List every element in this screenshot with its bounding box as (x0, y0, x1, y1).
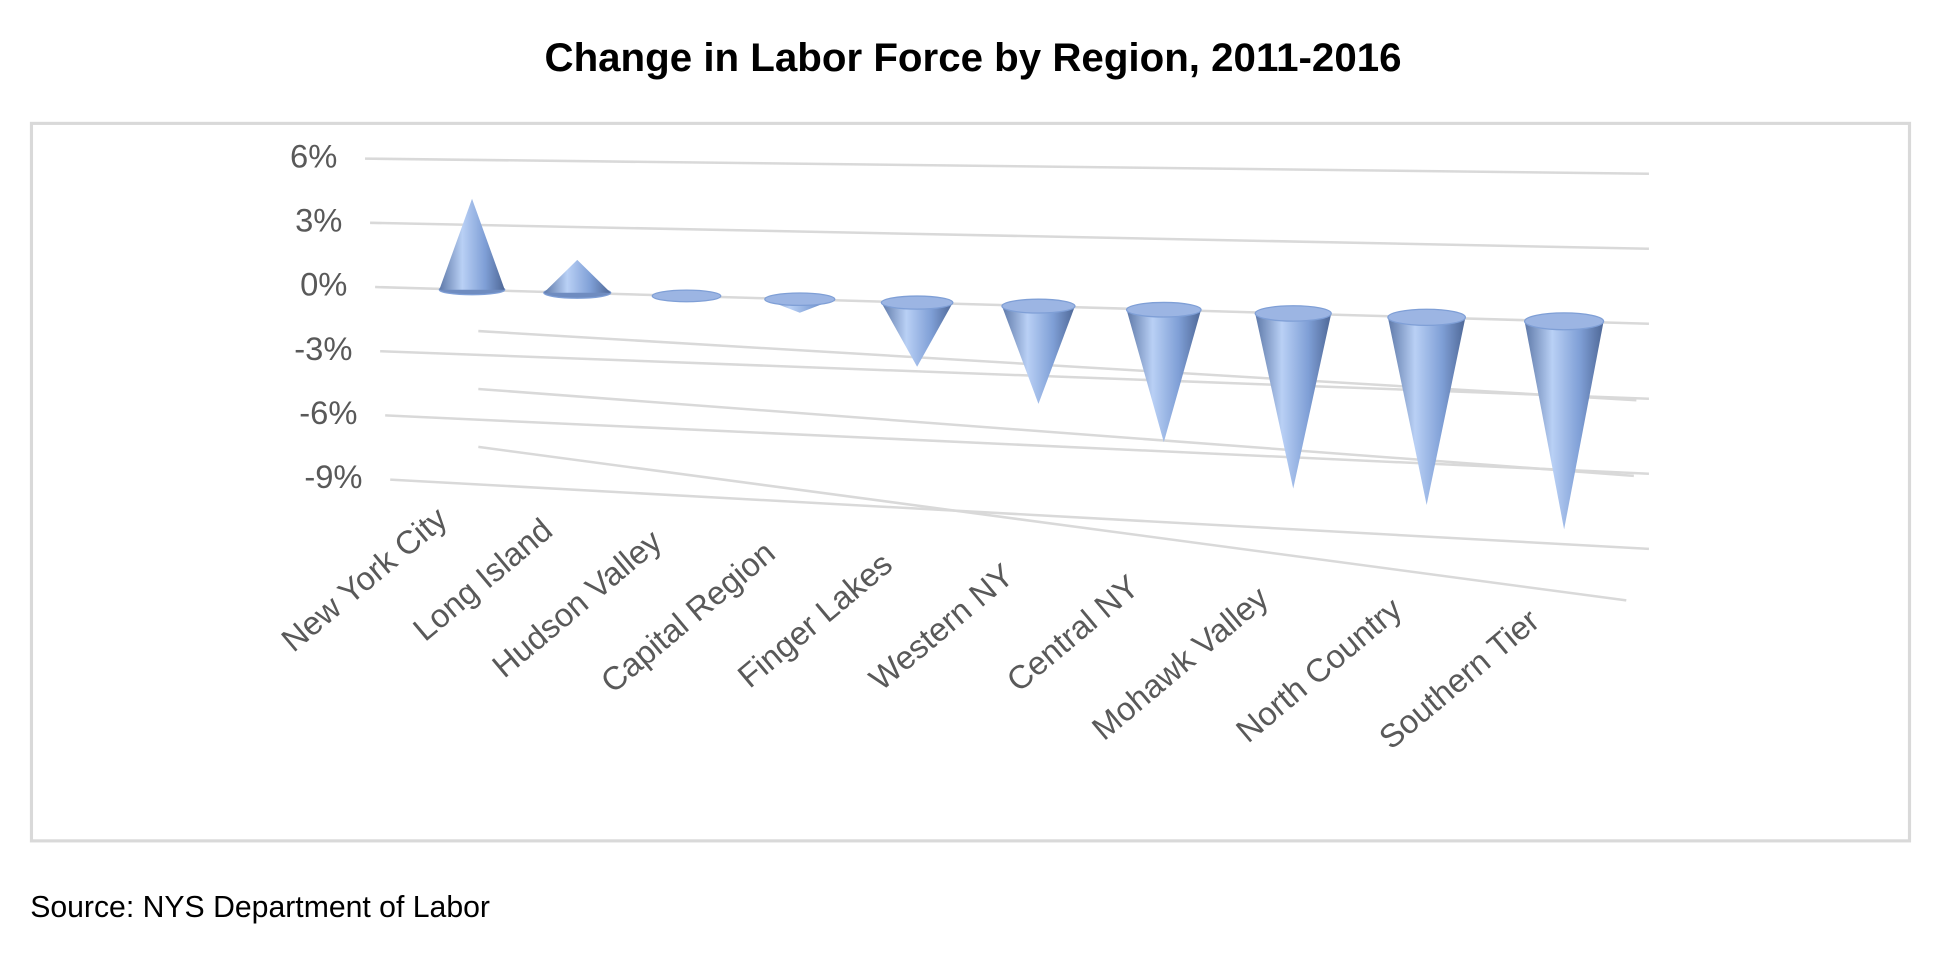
y-tick-label: 0% (300, 266, 347, 303)
cone (1255, 313, 1332, 489)
y-tick-label: -9% (304, 458, 362, 495)
y-tick-label: 3% (295, 201, 342, 238)
cone-base (651, 289, 722, 303)
grid-line (390, 478, 1650, 551)
grid-line (380, 349, 1649, 401)
x-tick-label: Central NY (999, 567, 1145, 698)
grid-line (385, 414, 1649, 476)
cone (1001, 306, 1075, 404)
cone (439, 198, 505, 290)
floor-line (478, 387, 1634, 478)
floor-line (478, 445, 1627, 602)
source-note: Source: NYS Department of Labor (30, 891, 490, 924)
cone (881, 302, 953, 367)
cone-base (880, 295, 954, 310)
cone-base (1125, 301, 1202, 318)
cone (1126, 309, 1202, 443)
grid-line (370, 221, 1649, 251)
y-tick-label: -6% (299, 394, 357, 431)
cone-base (764, 292, 836, 307)
chart-title: Change in Labor Force by Region, 2011-20… (544, 35, 1401, 80)
cone-base (1254, 305, 1332, 322)
plot-frame (29, 121, 1912, 843)
cone (1524, 321, 1604, 530)
cone (543, 259, 611, 293)
cone-base (1001, 298, 1076, 314)
cone-base (1523, 312, 1605, 331)
cone-base (1387, 308, 1467, 327)
y-tick-label: 6% (290, 137, 337, 174)
grid-line (365, 157, 1649, 175)
cone (1387, 317, 1466, 506)
y-tick-label: -3% (294, 330, 352, 367)
